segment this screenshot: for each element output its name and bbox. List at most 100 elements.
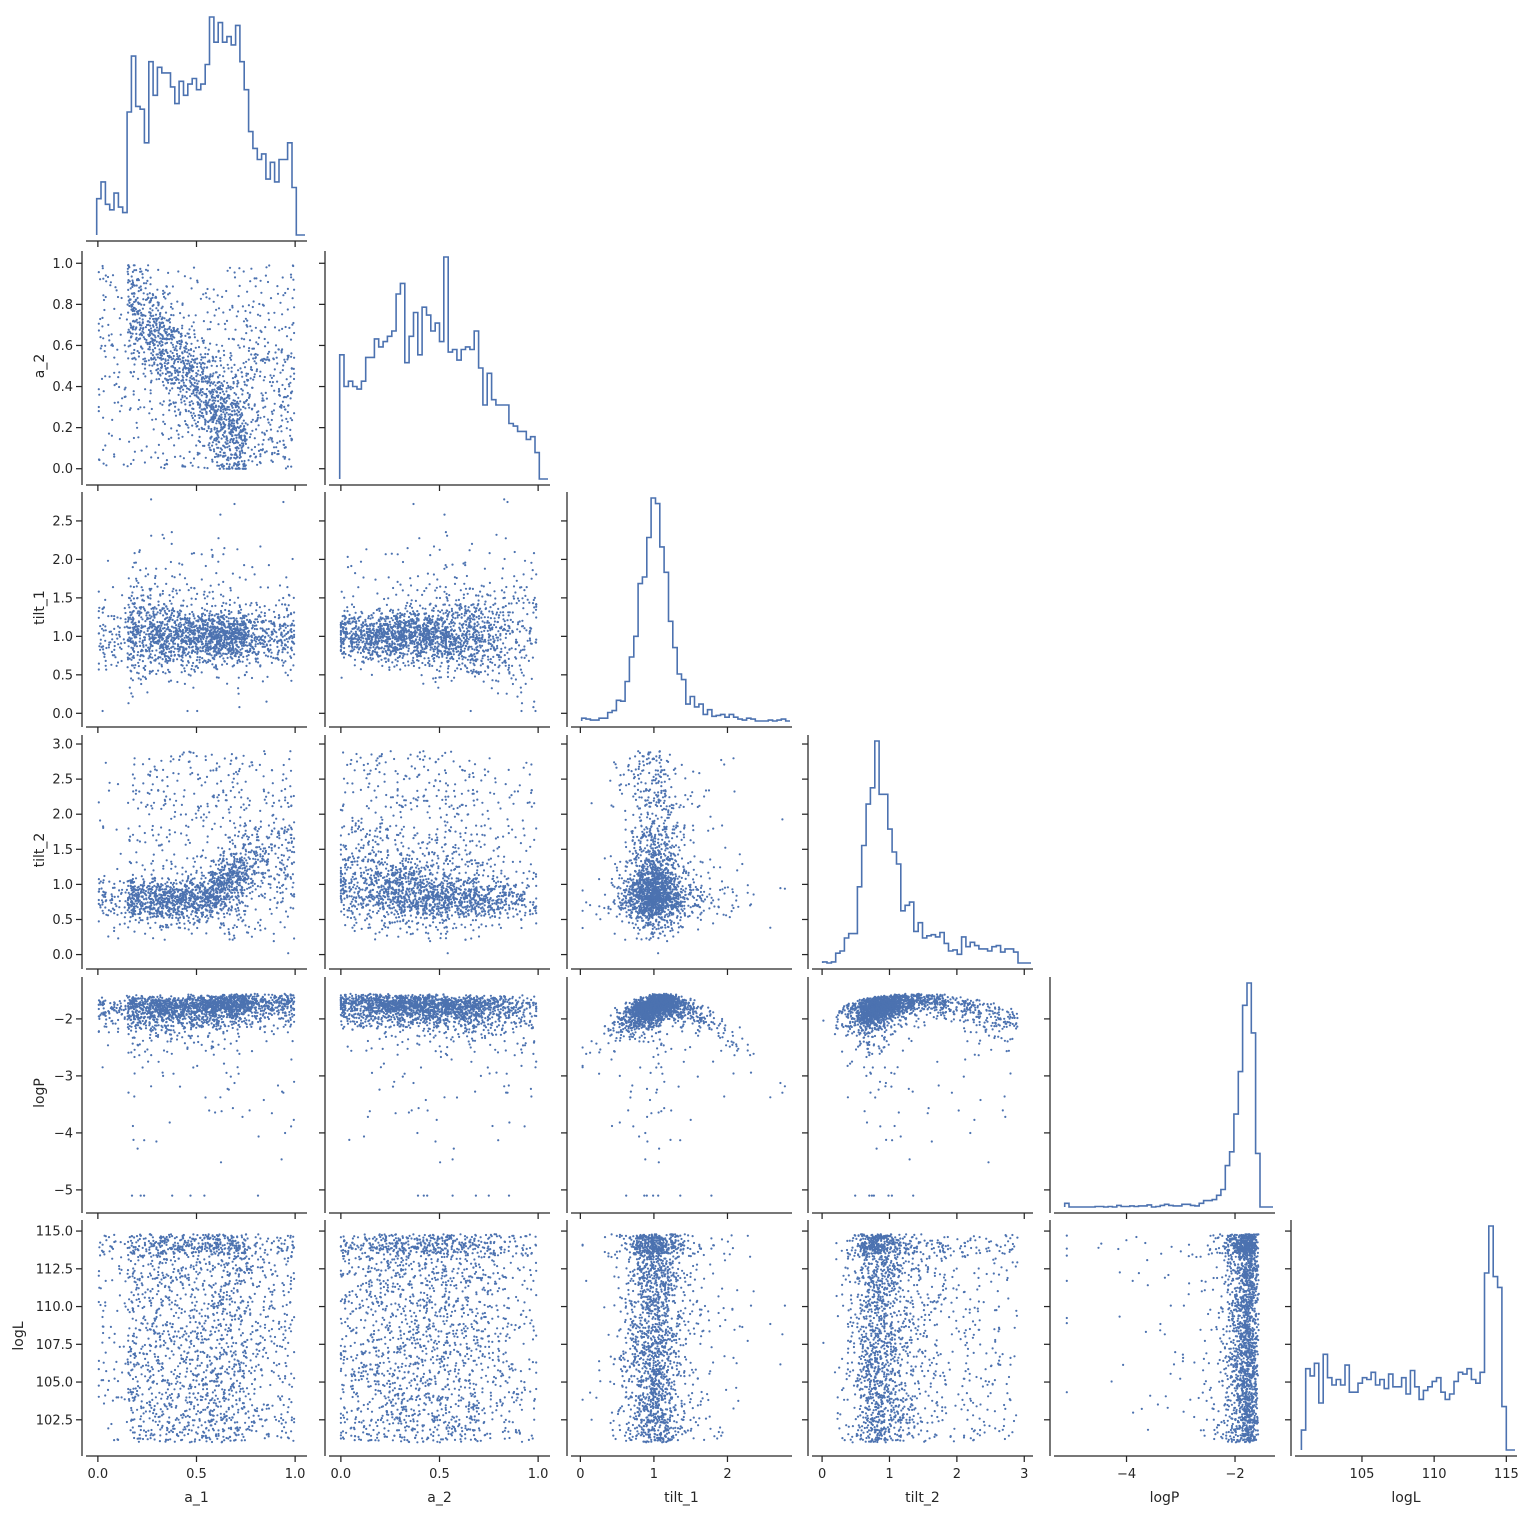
point xyxy=(251,652,253,654)
point xyxy=(224,644,226,646)
point xyxy=(226,382,228,384)
point xyxy=(231,649,233,651)
point xyxy=(256,618,258,620)
point xyxy=(179,589,181,591)
point xyxy=(181,395,183,397)
point xyxy=(280,415,282,417)
point xyxy=(257,661,259,663)
point xyxy=(188,388,190,390)
point xyxy=(255,327,257,329)
point xyxy=(418,667,420,669)
point xyxy=(162,290,164,292)
point xyxy=(201,371,203,373)
point xyxy=(145,644,147,646)
point xyxy=(137,310,139,312)
point xyxy=(254,645,256,647)
point xyxy=(224,398,226,400)
point xyxy=(277,450,279,452)
point xyxy=(216,646,218,648)
point xyxy=(235,437,237,439)
point xyxy=(144,669,146,671)
point xyxy=(228,421,230,423)
point xyxy=(149,672,151,674)
point xyxy=(242,444,244,446)
point xyxy=(157,269,159,271)
point xyxy=(206,623,208,625)
point xyxy=(218,307,220,309)
point xyxy=(226,653,228,655)
point xyxy=(250,455,252,457)
point xyxy=(134,552,136,554)
point xyxy=(127,273,129,275)
point xyxy=(267,418,269,420)
point xyxy=(132,696,134,698)
point xyxy=(152,315,154,317)
point xyxy=(204,632,206,634)
point xyxy=(150,535,152,537)
y-tick-label: 0.0 xyxy=(52,707,73,722)
point xyxy=(113,308,115,310)
point xyxy=(201,607,203,609)
point xyxy=(220,424,222,426)
point xyxy=(259,455,261,457)
point xyxy=(109,376,111,378)
point xyxy=(150,337,152,339)
point xyxy=(468,623,470,625)
point xyxy=(204,614,206,616)
point xyxy=(437,610,439,612)
point xyxy=(150,645,152,647)
point xyxy=(141,626,143,628)
point xyxy=(201,657,203,659)
point xyxy=(463,594,465,596)
point xyxy=(215,356,217,358)
point xyxy=(227,657,229,659)
point xyxy=(191,598,193,600)
point xyxy=(454,629,456,631)
point xyxy=(195,385,197,387)
point xyxy=(261,400,263,402)
point xyxy=(352,595,354,597)
point xyxy=(179,455,181,457)
point xyxy=(408,648,410,650)
point xyxy=(505,586,507,588)
point xyxy=(199,374,201,376)
point xyxy=(162,614,164,616)
point xyxy=(197,619,199,621)
point xyxy=(279,372,281,374)
point xyxy=(228,413,230,415)
point xyxy=(247,424,249,426)
point xyxy=(159,627,161,629)
point xyxy=(236,649,238,651)
point xyxy=(145,326,147,328)
point xyxy=(137,436,139,438)
point xyxy=(251,613,253,615)
point xyxy=(236,315,238,317)
point xyxy=(191,425,193,427)
point xyxy=(243,425,245,427)
point xyxy=(210,428,212,430)
point xyxy=(241,412,243,414)
point xyxy=(447,600,449,602)
point xyxy=(186,391,188,393)
point xyxy=(254,437,256,439)
point xyxy=(107,276,109,278)
point xyxy=(205,640,207,642)
point xyxy=(290,647,292,649)
point xyxy=(132,375,134,377)
point xyxy=(240,416,242,418)
point xyxy=(127,281,129,283)
point xyxy=(211,421,213,423)
point xyxy=(278,388,280,390)
point xyxy=(201,615,203,617)
point xyxy=(98,668,100,670)
point xyxy=(245,641,247,643)
point xyxy=(102,265,104,267)
point xyxy=(168,392,170,394)
point xyxy=(263,652,265,654)
point xyxy=(147,657,149,659)
point xyxy=(193,587,195,589)
point xyxy=(481,595,483,597)
point xyxy=(243,338,245,340)
point xyxy=(220,447,222,449)
point xyxy=(278,599,280,601)
